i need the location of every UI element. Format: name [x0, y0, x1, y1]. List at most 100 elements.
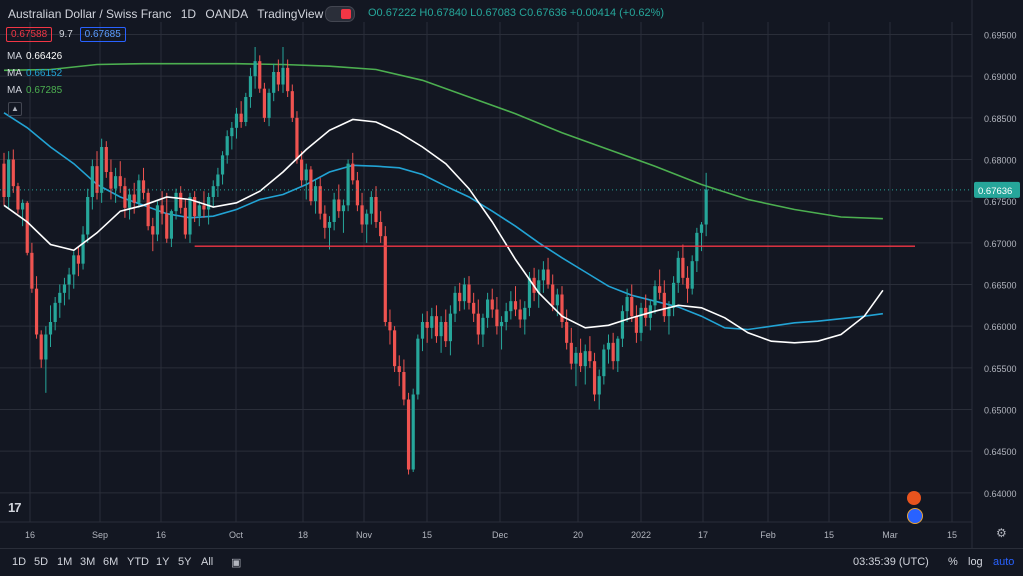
candle-body — [490, 299, 494, 310]
low-value: L0.67083 — [470, 7, 517, 19]
ma-line-blue — [3, 112, 884, 331]
candle-body — [230, 127, 234, 137]
last-price-label: 0.67636 — [978, 186, 1012, 197]
gear-icon[interactable]: ⚙ — [996, 526, 1007, 540]
x-tick-label: 18 — [298, 530, 308, 540]
ma-value: 0.67285 — [26, 85, 63, 96]
symbol-header[interactable]: Australian Dollar / Swiss Franc 1D OANDA… — [8, 7, 323, 21]
y-tick-label: 0.66500 — [984, 281, 1017, 291]
candle-body — [406, 399, 411, 470]
candle-body — [672, 282, 676, 308]
candle-body — [588, 351, 592, 362]
candle-body — [207, 197, 211, 210]
ma-label: MA — [7, 85, 22, 96]
range-1y-button[interactable]: 1Y — [156, 556, 170, 568]
swiss-flag-event-icon[interactable] — [907, 491, 921, 505]
candle-body — [639, 307, 643, 333]
ma-legend-3[interactable]: MA 0.67285 — [7, 85, 62, 96]
range-6m-button[interactable]: 6M — [103, 556, 119, 568]
candle-body — [518, 309, 522, 320]
ma-label: MA — [7, 68, 22, 79]
ma-value: 0.66152 — [26, 68, 63, 79]
candle-body — [146, 192, 150, 227]
candle-body — [374, 197, 378, 222]
date-range-calendar-icon[interactable]: ▣ — [231, 557, 242, 569]
candle-body — [7, 159, 11, 197]
x-tick-label: Oct — [229, 530, 244, 540]
candle-body — [393, 330, 397, 367]
market-status-toggle[interactable] — [325, 6, 355, 22]
candle-body — [44, 334, 48, 360]
ma-label: MA — [7, 51, 22, 62]
clock-time[interactable]: 03:35:39 (UTC) — [853, 556, 929, 568]
candle-body — [523, 307, 527, 320]
candle-body — [239, 113, 243, 122]
x-tick-label: Feb — [760, 530, 776, 540]
range-all-button[interactable]: All — [201, 556, 214, 568]
candle-body — [197, 205, 201, 217]
candle-body — [193, 197, 197, 217]
candle-body — [602, 349, 606, 377]
range-1d-button[interactable]: 1D — [12, 556, 27, 568]
candle-body — [606, 342, 611, 350]
candle-body — [565, 322, 569, 343]
x-tick-label: 16 — [25, 530, 35, 540]
candle-body — [499, 322, 504, 327]
range-1m-button[interactable]: 1M — [57, 556, 73, 568]
y-tick-label: 0.64500 — [984, 447, 1017, 457]
candle-body — [676, 257, 680, 283]
bottom-toolbar: 1D 5D 1M 3M 6M YTD 1Y 5Y All ▣ 03:35:39 … — [0, 548, 1023, 576]
candle-body — [179, 192, 183, 208]
candle-body — [39, 334, 43, 360]
ma-legend-1[interactable]: MA 0.66426 — [7, 51, 62, 62]
chevron-up-icon[interactable]: ▲ — [8, 102, 22, 116]
ask-price[interactable]: 0.67685 — [79, 27, 126, 42]
candle-body — [597, 376, 601, 395]
candle-body — [667, 307, 671, 317]
price-chart[interactable]: 0.69500 0.69000 0.68500 0.68000 0.67500 0.670… — [0, 0, 1023, 548]
range-5d-button[interactable]: 5D — [34, 556, 49, 568]
candle-body — [625, 297, 629, 312]
candle-body — [555, 294, 559, 306]
candle-body — [183, 207, 187, 235]
candle-body — [304, 169, 308, 181]
australia-flag-event-icon[interactable] — [907, 508, 923, 524]
candle-body — [11, 159, 15, 187]
ma-legend-2[interactable]: MA 0.66152 — [7, 68, 62, 79]
candle-body — [504, 311, 508, 322]
spread-value: 9.7 — [58, 29, 73, 40]
candle-body — [244, 97, 248, 122]
tradingview-logo-icon[interactable]: 17 — [8, 500, 21, 515]
candle-body — [258, 61, 262, 89]
candle-body — [327, 222, 332, 228]
x-tick-label: Mar — [882, 530, 898, 540]
auto-scale-button[interactable]: auto — [993, 556, 1015, 568]
high-value: H0.67840 — [419, 7, 468, 19]
range-ytd-button[interactable]: YTD — [127, 556, 149, 568]
candle-body — [132, 194, 136, 203]
y-tick-label: 0.69500 — [984, 31, 1017, 41]
candle-body — [62, 284, 67, 293]
bid-ask-quote[interactable]: 0.67588 9.7 0.67685 — [6, 27, 126, 42]
candle-body — [118, 176, 122, 187]
candle-body — [323, 213, 327, 228]
candle-body — [309, 169, 313, 202]
y-tick-label: 0.68500 — [984, 114, 1017, 124]
range-3m-button[interactable]: 3M — [80, 556, 96, 568]
candle-body — [458, 292, 462, 302]
candle-body — [25, 202, 29, 253]
source-label: TradingView — [257, 7, 324, 21]
candle-body — [58, 292, 62, 303]
percent-scale-button[interactable]: % — [948, 556, 958, 568]
candle-body — [695, 232, 699, 262]
candle-body — [21, 202, 25, 210]
candle-body — [76, 255, 80, 264]
range-5y-button[interactable]: 5Y — [178, 556, 192, 568]
bid-price[interactable]: 0.67588 — [6, 27, 53, 42]
candle-body — [123, 186, 127, 208]
candle-body — [48, 322, 53, 335]
candle-body — [592, 361, 597, 395]
log-scale-button[interactable]: log — [968, 556, 983, 568]
y-tick-label: 0.67500 — [984, 197, 1017, 207]
